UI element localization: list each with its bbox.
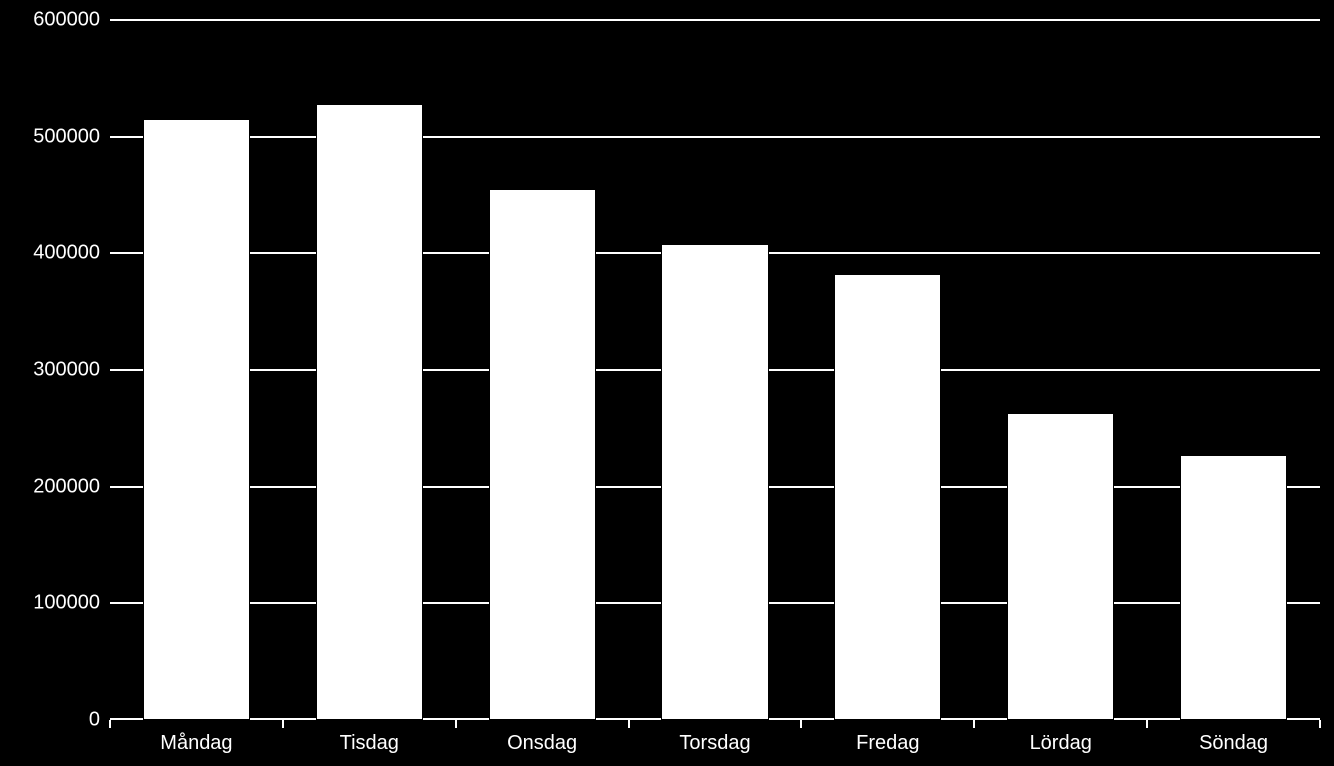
x-axis-label: Söndag	[1199, 732, 1268, 755]
y-axis-label: 0	[89, 709, 110, 732]
x-axis-label: Lördag	[1030, 732, 1092, 755]
x-axis-tick	[455, 720, 457, 728]
x-axis-tick	[1146, 720, 1148, 728]
x-axis-label: Onsdag	[507, 732, 577, 755]
gridline	[110, 19, 1320, 21]
plot-area: 0100000200000300000400000500000600000Mån…	[110, 20, 1320, 720]
x-axis-tick	[109, 720, 111, 728]
x-axis-tick	[282, 720, 284, 728]
gridline	[110, 136, 1320, 138]
x-axis-tick	[973, 720, 975, 728]
bar	[1007, 413, 1114, 720]
bar	[834, 274, 941, 720]
x-axis-label: Tisdag	[340, 732, 399, 755]
x-axis-label: Fredag	[856, 732, 919, 755]
x-axis-tick	[1319, 720, 1321, 728]
y-axis-label: 200000	[33, 475, 110, 498]
y-axis-label: 500000	[33, 125, 110, 148]
x-axis-label: Torsdag	[679, 732, 750, 755]
y-axis-label: 400000	[33, 242, 110, 265]
bar	[489, 189, 596, 720]
bar	[316, 104, 423, 720]
bar	[661, 244, 768, 720]
y-axis-label: 100000	[33, 592, 110, 615]
bar	[1180, 455, 1287, 720]
y-axis-label: 300000	[33, 359, 110, 382]
x-axis-tick	[800, 720, 802, 728]
y-axis-label: 600000	[33, 9, 110, 32]
weekday-bar-chart: 0 100000 200000 300000 400000 500000 600000 Mån…	[0, 0, 1334, 766]
x-axis-tick	[628, 720, 630, 728]
x-axis-label: Måndag	[160, 732, 232, 755]
bar	[143, 119, 250, 720]
